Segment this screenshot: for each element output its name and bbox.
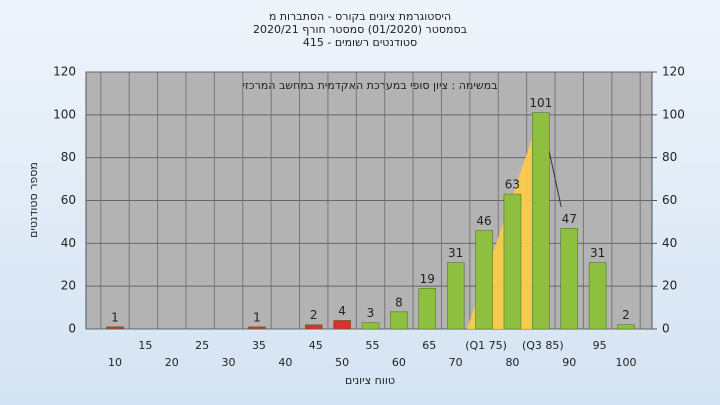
x-tick-label: 30 [222, 356, 236, 369]
x-tick-label: 90 [562, 356, 576, 369]
data-label: 31 [448, 246, 463, 260]
x-tick-label: 65 [422, 339, 436, 352]
annotation: במשימה : ציון סופי במערכת האקדמית במחשב … [243, 79, 498, 92]
y2-tick-label: 60 [662, 193, 677, 207]
quartile-band [467, 112, 541, 329]
data-label: 31 [590, 246, 605, 260]
x-tick-label: (Q3 85) [522, 339, 564, 352]
x-tick-label: 15 [138, 339, 152, 352]
data-label: 4 [338, 304, 346, 318]
chart-subtitle: סטודנטים רשומים - 415 [303, 36, 417, 49]
bar [248, 326, 266, 330]
data-label: 3 [367, 306, 375, 320]
x-tick-label: 45 [309, 339, 323, 352]
x-tick-label: 35 [252, 339, 266, 352]
x-tick-label: 100 [616, 356, 637, 369]
bar [532, 112, 550, 330]
y2-tick-label: 80 [662, 150, 677, 164]
x-tick-label: 50 [335, 356, 349, 369]
data-label: 8 [395, 295, 403, 309]
y2-tick-label: 0 [662, 322, 670, 336]
data-label: 63 [505, 178, 520, 192]
x-tick-label: 70 [449, 356, 463, 369]
y-tick-label: 0 [68, 322, 76, 336]
y2-tick-label: 120 [662, 65, 685, 79]
x-tick-label: 40 [278, 356, 292, 369]
data-label: 101 [529, 96, 552, 110]
data-label: 2 [622, 308, 630, 322]
y-axis-label: מספר סטודנטים [27, 162, 40, 238]
y2-tick-label: 100 [662, 107, 685, 121]
data-label: 1 [253, 310, 261, 324]
bar [390, 311, 408, 330]
bar [560, 228, 578, 330]
data-label: 19 [420, 272, 435, 286]
bar [333, 320, 351, 330]
x-tick-label: 80 [505, 356, 519, 369]
x-axis-label: טווח ציונים [345, 374, 395, 387]
x-tick-label: 10 [108, 356, 122, 369]
y-tick-label: 120 [53, 65, 76, 79]
data-label: 47 [562, 212, 577, 226]
data-label: 2 [310, 308, 318, 322]
bar [503, 193, 522, 330]
bar [304, 324, 323, 330]
chart-title: היסטוגרמת ציונים בקורס - הסתברות מ [269, 10, 451, 23]
y-tick-label: 20 [61, 279, 76, 293]
y2-tick-label: 20 [662, 279, 677, 293]
chart-subtitle: בסמסטר (01/2020) סמסטר חורף 2020/21 [253, 23, 467, 36]
y-tick-label: 100 [53, 107, 76, 121]
data-label: 46 [476, 214, 491, 228]
x-tick-label: 25 [195, 339, 209, 352]
x-tick-label: (Q1 75) [465, 339, 507, 352]
data-label: 1 [111, 310, 119, 324]
y-tick-label: 80 [61, 150, 76, 164]
y2-tick-label: 40 [662, 236, 677, 250]
x-tick-label: 20 [165, 356, 179, 369]
bar [418, 288, 437, 330]
bar [106, 326, 124, 330]
bar [617, 324, 635, 330]
y-tick-label: 40 [61, 236, 76, 250]
bar [361, 322, 380, 330]
bar [446, 262, 465, 330]
bar [475, 230, 493, 330]
y-tick-label: 60 [61, 193, 76, 207]
bar [588, 262, 607, 330]
x-tick-label: 55 [366, 339, 380, 352]
x-tick-label: 95 [593, 339, 607, 352]
x-tick-label: 60 [392, 356, 406, 369]
